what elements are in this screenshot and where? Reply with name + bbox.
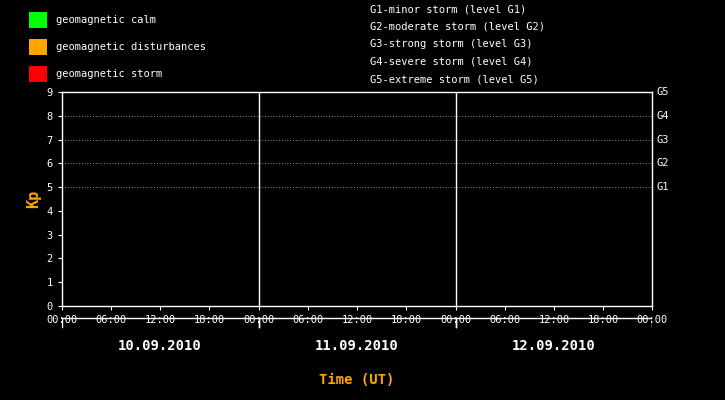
- Y-axis label: Kp: Kp: [26, 190, 41, 208]
- Text: G2: G2: [657, 158, 669, 168]
- Text: G3: G3: [657, 134, 669, 144]
- Text: geomagnetic disturbances: geomagnetic disturbances: [56, 42, 206, 52]
- Text: geomagnetic storm: geomagnetic storm: [56, 69, 162, 79]
- Bar: [29, 66, 47, 82]
- Text: G4-severe storm (level G4): G4-severe storm (level G4): [370, 57, 532, 67]
- Text: G4: G4: [657, 111, 669, 121]
- Text: 10.09.2010: 10.09.2010: [118, 339, 202, 353]
- Text: Time (UT): Time (UT): [320, 373, 394, 387]
- Text: geomagnetic calm: geomagnetic calm: [56, 15, 156, 25]
- Text: G5-extreme storm (level G5): G5-extreme storm (level G5): [370, 74, 539, 84]
- Text: G1: G1: [657, 182, 669, 192]
- Text: G3-strong storm (level G3): G3-strong storm (level G3): [370, 39, 532, 49]
- Bar: [29, 12, 47, 28]
- Text: 12.09.2010: 12.09.2010: [512, 339, 596, 353]
- Text: G2-moderate storm (level G2): G2-moderate storm (level G2): [370, 22, 544, 32]
- Text: G1-minor storm (level G1): G1-minor storm (level G1): [370, 4, 526, 14]
- Bar: [29, 39, 47, 55]
- Text: G5: G5: [657, 87, 669, 97]
- Text: 11.09.2010: 11.09.2010: [315, 339, 399, 353]
